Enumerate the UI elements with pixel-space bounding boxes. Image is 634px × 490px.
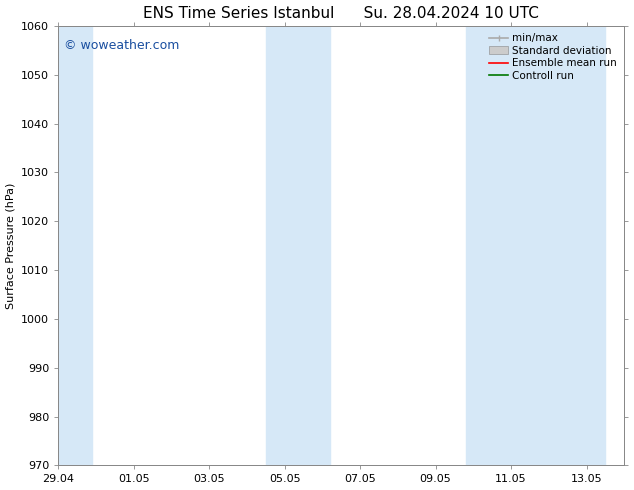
Title: ENS Time Series Istanbul      Su. 28.04.2024 10 UTC: ENS Time Series Istanbul Su. 28.04.2024 … xyxy=(143,5,539,21)
Bar xyxy=(58,26,92,466)
Legend: min/max, Standard deviation, Ensemble mean run, Controll run: min/max, Standard deviation, Ensemble me… xyxy=(488,31,619,83)
Y-axis label: Surface Pressure (hPa): Surface Pressure (hPa) xyxy=(6,182,16,309)
Bar xyxy=(266,26,330,466)
Text: © woweather.com: © woweather.com xyxy=(64,39,179,52)
Bar xyxy=(466,26,605,466)
